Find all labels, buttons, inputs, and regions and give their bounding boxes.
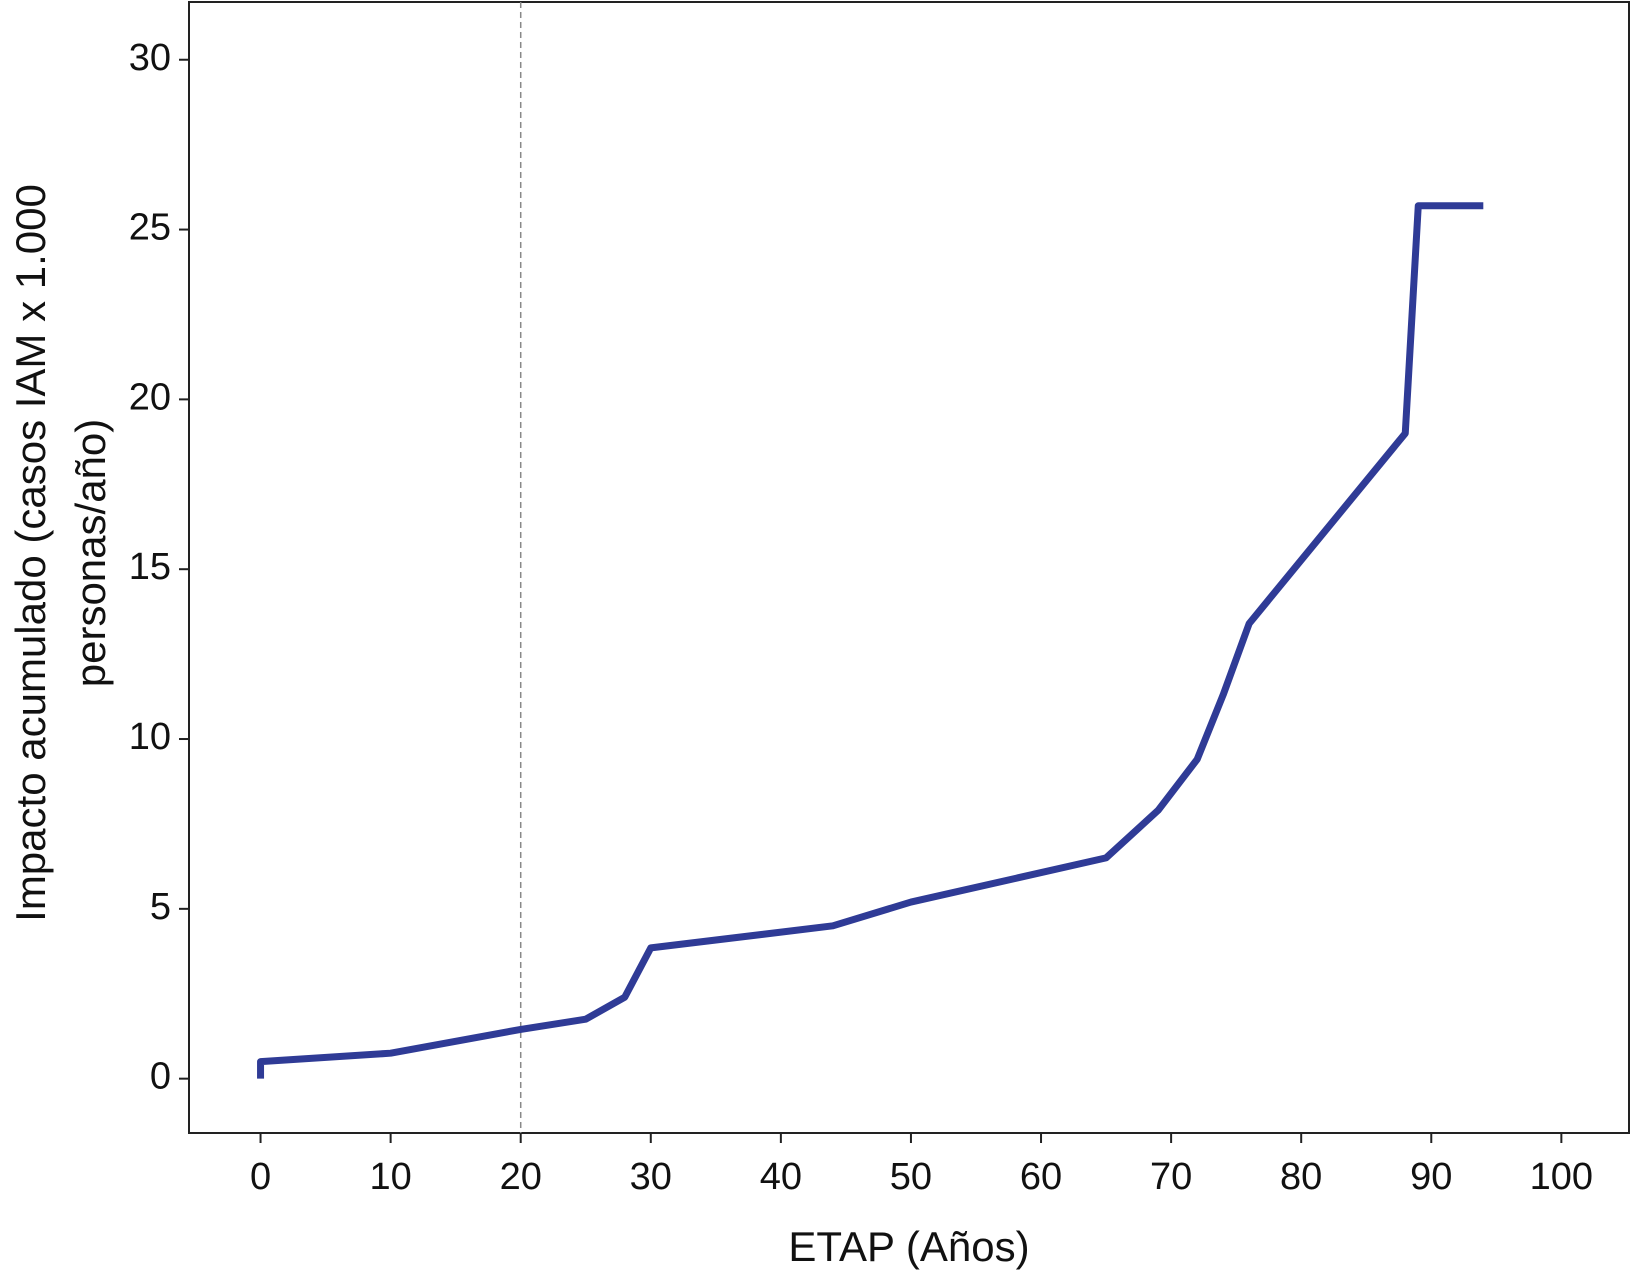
y-tick-label: 25 — [129, 207, 171, 249]
x-tick-label: 80 — [1280, 1156, 1322, 1198]
y-tick-label: 20 — [129, 376, 171, 418]
x-tick-label: 60 — [1020, 1156, 1062, 1198]
y-tick-label: 0 — [150, 1056, 171, 1098]
y-tick-label: 15 — [129, 546, 171, 588]
data-line — [257, 202, 1484, 1079]
y-tick-label: 30 — [129, 37, 171, 79]
x-tick-label: 0 — [250, 1156, 271, 1198]
x-tick-label: 90 — [1410, 1156, 1452, 1198]
x-tick-label: 20 — [500, 1156, 542, 1198]
x-axis-title: ETAP (Años) — [788, 1223, 1029, 1270]
x-tick-label: 70 — [1150, 1156, 1192, 1198]
y-tick-label: 5 — [150, 886, 171, 928]
x-tick-label: 50 — [890, 1156, 932, 1198]
x-tick-label: 10 — [369, 1156, 411, 1198]
x-tick-label: 100 — [1530, 1156, 1593, 1198]
plot-frame — [188, 1, 1630, 1134]
y-axis-title: Impacto acumulado (casos IAM x 1.000 — [7, 184, 54, 922]
x-tick-label: 40 — [760, 1156, 802, 1198]
y-axis-title: personas/año) — [67, 419, 114, 688]
x-tick-label: 30 — [630, 1156, 672, 1198]
y-tick-label: 10 — [129, 716, 171, 758]
